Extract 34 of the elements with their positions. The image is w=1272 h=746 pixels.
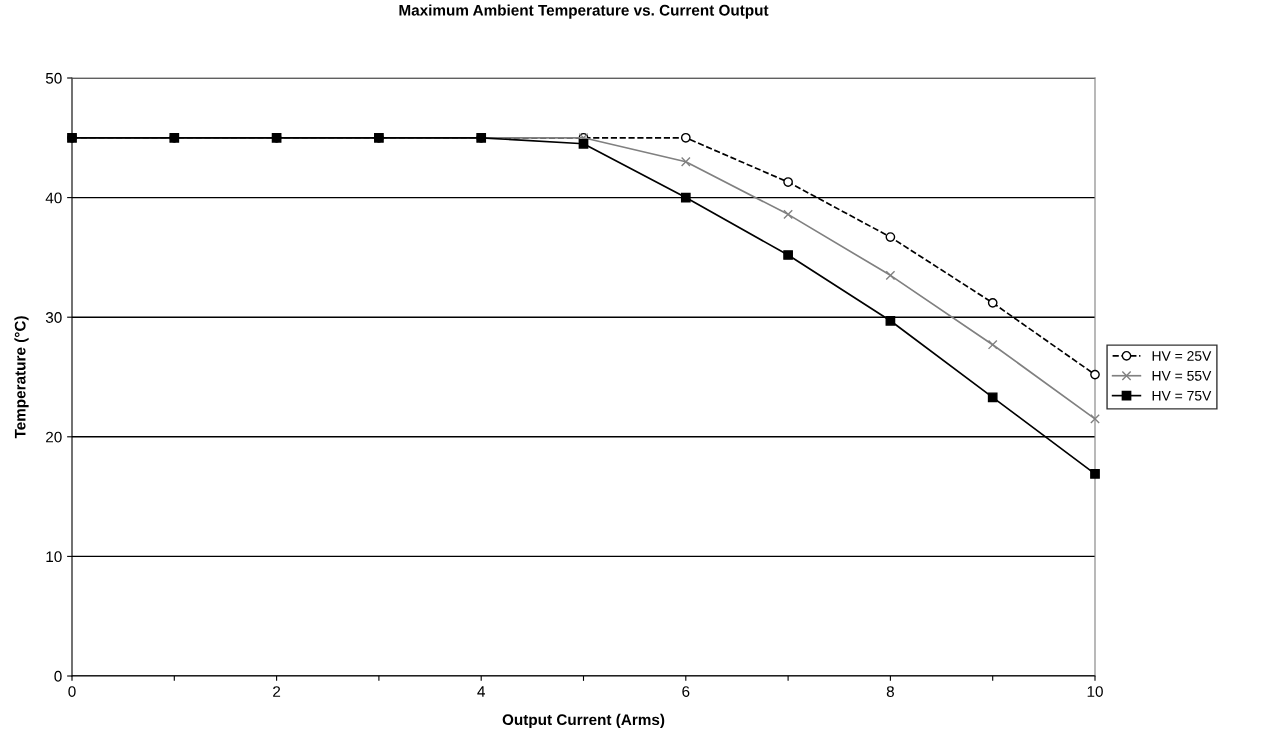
- y-tick-label: 20: [46, 431, 62, 443]
- point: [783, 250, 793, 260]
- y-tick-label: 30: [45, 312, 62, 323]
- y-tick-label: 0: [54, 670, 62, 682]
- x-tick-label: 6: [682, 686, 690, 697]
- point: [987, 339, 998, 350]
- point: [1090, 369, 1100, 380]
- point: [680, 132, 691, 143]
- y-tick-label: 10: [46, 551, 62, 563]
- legend-label: HV = 25V: [1152, 351, 1212, 361]
- x-tick-label: 2: [273, 686, 281, 697]
- legend-label: HV = 75V: [1152, 390, 1212, 401]
- x-axis-title: Output Current (Arms): [502, 713, 665, 729]
- point: [783, 209, 793, 220]
- y-axis-title: Temperature (°C): [14, 316, 29, 439]
- point: [885, 315, 896, 326]
- point: [885, 270, 896, 281]
- point: [885, 232, 896, 242]
- point: [1090, 413, 1100, 424]
- point: [1090, 469, 1100, 479]
- point: [987, 297, 998, 308]
- legend-label: HV = 55V: [1152, 371, 1212, 381]
- x-tick-label: 8: [886, 686, 894, 697]
- point: [783, 177, 793, 187]
- x-tick-label: 10: [1087, 686, 1103, 697]
- x-tick-label: 4: [477, 686, 485, 697]
- point: [680, 192, 691, 203]
- point: [578, 138, 589, 149]
- y-tick-label: 40: [45, 192, 62, 204]
- y-tick-label: 50: [45, 72, 62, 84]
- chart-title: Maximum Ambient Temperature vs. Current Output: [399, 4, 769, 19]
- point: [987, 392, 998, 403]
- point: [680, 156, 691, 167]
- x-tick-label: 0: [68, 686, 76, 697]
